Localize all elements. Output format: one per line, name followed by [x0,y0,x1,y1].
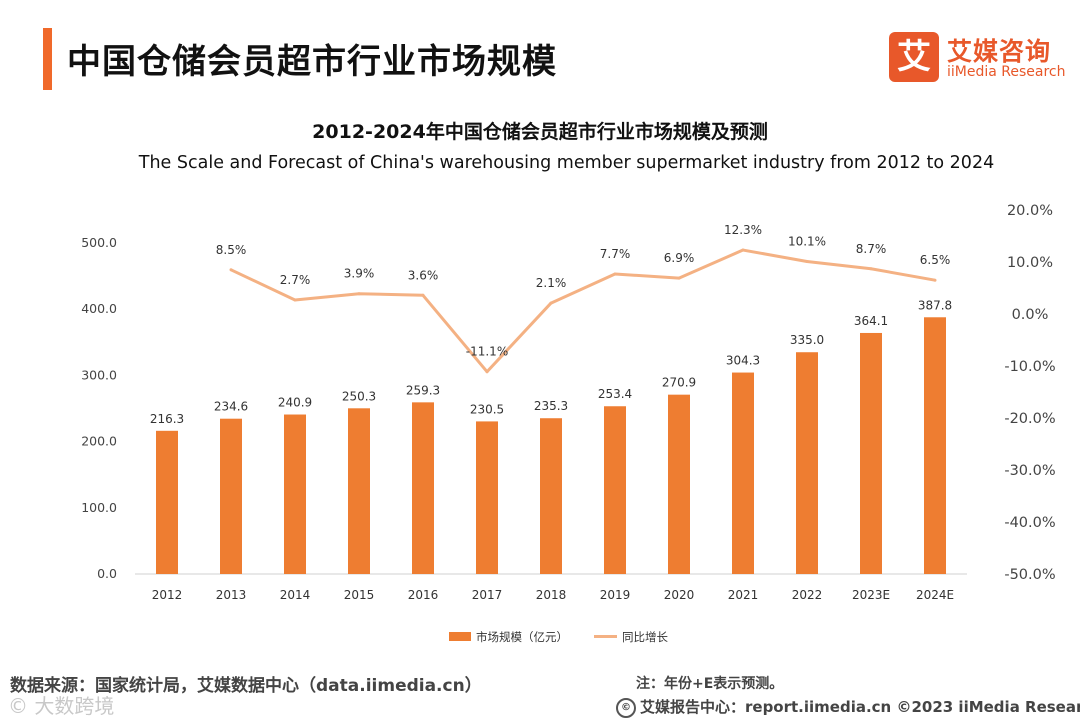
left-axis-tick-label: 100.0 [81,500,117,515]
right-axis-tick-label: -20.0% [1004,411,1055,427]
x-tick-label: 2022 [792,588,823,602]
iimedia-logo: 艾 艾媒咨询 iiMedia Research [889,32,1066,84]
x-tick-label: 2023E [852,588,890,602]
bar [412,402,434,574]
bar-value-label: 240.9 [278,396,312,410]
bar [220,418,242,574]
logo-text-cn: 艾媒咨询 [947,37,1052,66]
watermark: © 大数跨境 [8,694,115,718]
right-axis-tick-label: -40.0% [1004,515,1055,531]
growth-point [421,293,425,297]
x-tick-label: 2018 [536,588,567,602]
x-tick-label: 2021 [728,588,759,602]
bar-value-label: 235.3 [534,399,568,413]
left-axis-tick-label: 200.0 [81,434,117,449]
x-tick-label: 2017 [472,588,503,602]
growth-point [293,298,297,302]
growth-point [805,259,809,263]
bar [476,421,498,574]
growth-point [741,248,745,252]
growth-value-label: 12.3% [724,223,762,237]
growth-value-label: 6.9% [664,251,695,265]
left-axis-tick-label: 500.0 [81,235,117,250]
growth-value-label: -11.1% [466,345,508,359]
bar-value-label: 335.0 [790,333,824,347]
bar [604,406,626,574]
right-axis-tick-label: 0.0% [1012,307,1049,323]
growth-point [549,301,553,305]
copyright-text: 艾媒报告中心：report.iimedia.cn ©2023 iiMedia R… [640,698,1080,716]
growth-value-label: 8.7% [856,242,887,256]
bar-value-label: 304.3 [726,354,760,368]
bar [540,418,562,574]
x-tick-label: 2014 [280,588,311,602]
page-title: 中国仓储会员超市行业市场规模 [67,42,557,82]
legend-line-label: 同比增长 [622,630,668,644]
bar [796,352,818,574]
right-axis-tick-label: 10.0% [1007,255,1053,271]
growth-point [613,272,617,276]
logo-text-en: iiMedia Research [947,64,1066,80]
bar-value-label: 250.3 [342,389,376,403]
bar [860,332,882,574]
growth-value-label: 3.9% [344,267,375,281]
left-axis-tick-label: 0.0 [97,566,117,581]
legend-bar-label: 市场规模（亿元） [476,630,568,644]
growth-value-label: 8.5% [216,243,247,257]
x-tick-label: 2016 [408,588,439,602]
right-axis-tick-label: 20.0% [1007,203,1053,219]
left-axis-tick-label: 400.0 [81,301,117,316]
bar-value-label: 253.4 [598,387,632,401]
forecast-note: 注：年份+E表示预测。 [636,676,784,692]
x-tick-label: 2013 [216,588,247,602]
growth-point [229,268,233,272]
legend-bar-swatch [449,632,471,641]
chart-title: 2012-2024年中国仓储会员超市行业市场规模及预测 [312,121,768,143]
growth-value-label: 3.6% [408,268,439,282]
x-tick-label: 2012 [152,588,183,602]
bar [668,394,690,574]
right-axis-tick-label: -50.0% [1004,567,1055,583]
logo-mark-icon: 艾 [889,32,939,82]
bar-value-label: 216.3 [150,412,184,426]
x-tick-label: 2019 [600,588,631,602]
bar [348,408,370,574]
x-tick-label: 2020 [664,588,695,602]
bar [924,317,946,574]
copyright-icon: © [616,697,636,718]
right-axis-tick-label: -10.0% [1004,359,1055,375]
growth-point [485,370,489,374]
title-accent-bar [43,28,52,90]
left-axis-tick-label: 300.0 [81,367,117,382]
bar-value-label: 230.5 [470,402,504,416]
growth-point [677,276,681,280]
bar-value-label: 364.1 [854,314,888,328]
growth-point [933,278,937,282]
bar [284,414,306,574]
right-axis-tick-label: -30.0% [1004,463,1055,479]
growth-point [869,267,873,271]
bar [732,372,754,574]
growth-value-label: 2.7% [280,273,311,287]
growth-value-label: 7.7% [600,247,631,261]
bar-value-label: 259.3 [406,383,440,397]
growth-line [230,248,936,374]
growth-value-label: 2.1% [536,276,567,290]
chart-subtitle: The Scale and Forecast of China's wareho… [138,153,995,173]
x-tick-label: 2024E [916,588,954,602]
copyright: © 艾媒报告中心：report.iimedia.cn ©2023 iiMedia … [616,696,1080,718]
growth-point [357,292,361,296]
data-source: 数据来源：国家统计局，艾媒数据中心（data.iimedia.cn） [10,676,482,696]
bar-value-label: 234.6 [214,400,248,414]
growth-value-label: 10.1% [788,234,826,248]
bar-value-label: 270.9 [662,376,696,390]
bar-value-label: 387.8 [918,298,952,312]
bar [156,430,178,574]
growth-value-label: 6.5% [920,253,951,267]
x-tick-label: 2015 [344,588,375,602]
